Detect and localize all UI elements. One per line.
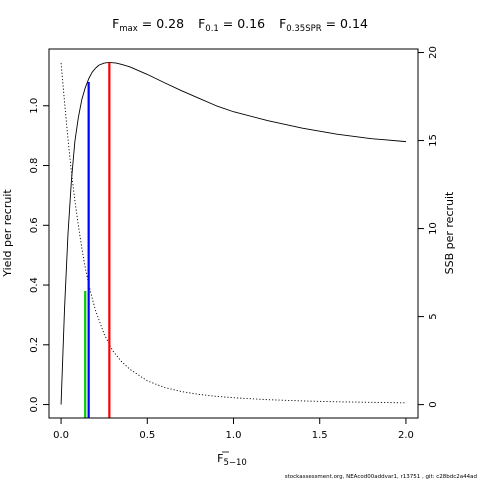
y-left-tick-label: 1.0 — [29, 98, 40, 114]
title-f01-label: F — [198, 16, 205, 31]
title-f01-sub: 0.1 — [205, 24, 219, 34]
y-right-tick-label: 15 — [428, 134, 439, 147]
y-right-axis: 0 5 10 15 20 — [418, 46, 439, 408]
x-axis: 0.0 0.5 1.0 1.5 2.0 — [53, 418, 414, 441]
title-fmax-value: = 0.28 — [138, 16, 184, 31]
y-left-axis: 0.0 0.2 0.4 0.6 0.8 1.0 — [29, 98, 49, 413]
x-axis-label-sub: 5−10 — [223, 458, 246, 468]
title-fmax-sub: max — [119, 24, 138, 34]
y-right-tick-label: 0 — [428, 401, 439, 407]
yield-per-recruit-line — [60, 62, 406, 405]
y-left-tick-label: 0.2 — [29, 337, 40, 353]
ssb-per-recruit-line — [60, 63, 406, 404]
y-right-tick-label: 20 — [428, 46, 439, 59]
x-tick-label: 0.5 — [139, 430, 155, 441]
series-layer — [60, 62, 406, 405]
x-tick-label: 1.5 — [312, 430, 328, 441]
title-f35-sub: 0.35SPR — [286, 24, 321, 34]
x-tick-label: 0.0 — [53, 430, 69, 441]
title-fmax-label: F — [112, 16, 119, 31]
x-tick-label: 2.0 — [398, 430, 414, 441]
y-left-tick-label: 0.8 — [29, 158, 40, 174]
title-f35-label: F — [279, 16, 286, 31]
x-axis-label-main: F — [217, 452, 223, 465]
y-right-tick-label: 5 — [428, 313, 439, 319]
y-left-tick-label: 0.4 — [29, 277, 40, 293]
y-left-axis-label: Yield per recruit — [1, 189, 14, 278]
y-left-tick-label: 0.6 — [29, 217, 40, 233]
footer-text: stockassessment.org, NEAcod00addvar1, r1… — [285, 474, 477, 480]
reference-lines — [84, 62, 111, 418]
y-right-tick-label: 10 — [428, 222, 439, 235]
x-tick-label: 1.0 — [226, 430, 242, 441]
plot-frame — [48, 48, 419, 419]
title-f35-value: = 0.14 — [322, 16, 368, 31]
title-f01-value: = 0.16 — [219, 16, 265, 31]
chart-title: Fmax = 0.28 F0.1 = 0.16 F0.35SPR = 0.14 — [112, 16, 368, 34]
y-right-axis-label: SSB per recruit — [443, 191, 456, 274]
y-left-tick-label: 0.0 — [29, 397, 40, 413]
x-axis-label: F5−10 — [217, 452, 247, 468]
